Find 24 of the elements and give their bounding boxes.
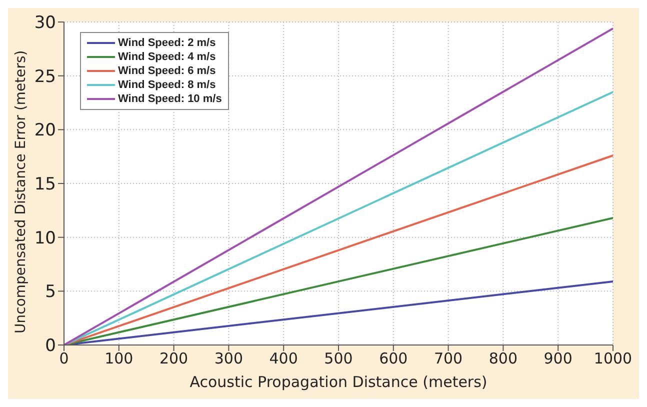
y-tick-label: 5 — [45, 282, 56, 302]
x-tick-label: 400 — [269, 350, 298, 368]
y-axis-title: Uncompensated Distance Error (meters) — [12, 50, 29, 334]
legend-label: Wind Speed: 8 m/s — [118, 78, 216, 92]
y-tick-label: 10 — [34, 228, 56, 248]
x-tick-label: 1000 — [594, 350, 632, 368]
x-axis-title: Acoustic Propagation Distance (meters) — [190, 373, 488, 391]
x-tick-label: 200 — [159, 350, 188, 368]
x-tick-label: 600 — [379, 350, 408, 368]
legend-label: Wind Speed: 10 m/s — [118, 92, 222, 106]
y-tick-label: 15 — [34, 174, 56, 195]
x-tick-label: 100 — [104, 350, 134, 368]
y-tick-label: 25 — [34, 66, 56, 87]
x-tick-label: 500 — [324, 350, 353, 368]
x-tick-label: 700 — [434, 350, 463, 368]
x-tick-label: 0 — [59, 350, 69, 368]
x-tick-label: 800 — [488, 350, 518, 368]
legend-label: Wind Speed: 2 m/s — [118, 36, 216, 50]
x-tick-label: 300 — [214, 350, 244, 368]
y-tick-label: 20 — [34, 120, 56, 141]
legend-label: Wind Speed: 4 m/s — [118, 50, 216, 64]
y-tick-label: 30 — [34, 13, 56, 34]
legend-label: Wind Speed: 6 m/s — [118, 64, 216, 78]
x-tick-label: 900 — [544, 350, 572, 368]
